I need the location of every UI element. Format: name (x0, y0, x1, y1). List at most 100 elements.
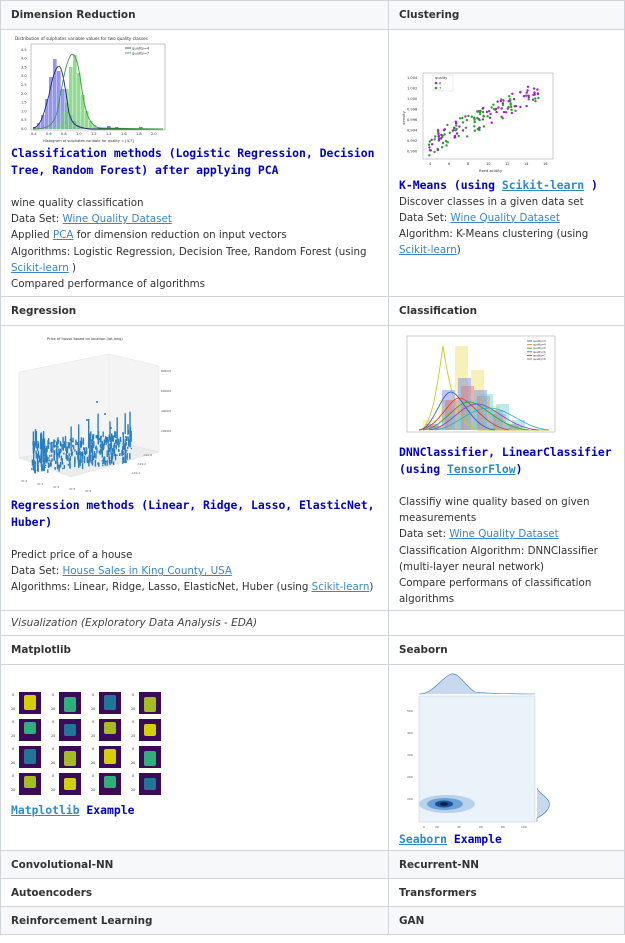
data-point (37, 464, 39, 472)
data-point (81, 451, 84, 459)
data-point (89, 439, 92, 441)
data-point (83, 447, 86, 455)
data-point (44, 449, 47, 457)
scatter-point (492, 103, 495, 106)
image-shape (104, 748, 116, 764)
x-tick-label: 10 (486, 162, 491, 166)
matplotlib-link[interactable]: Matplotlib (11, 802, 80, 817)
house-price-3d-chart: Price of house based on location (lat,lo… (18, 337, 171, 493)
data-point (34, 468, 36, 474)
scatter-point (507, 105, 510, 109)
data-point (41, 443, 43, 446)
tensorflow-link[interactable]: TensorFlow (447, 461, 516, 476)
axis-tick: 20 (131, 734, 135, 738)
data-point (130, 447, 133, 450)
header-clustering: Clustering (388, 0, 625, 30)
scatter-point (536, 92, 540, 96)
image-shape (144, 777, 156, 790)
data-point (70, 452, 72, 456)
scikit-learn-link[interactable]: Scikit-learn (311, 581, 370, 594)
data-point (56, 459, 58, 464)
header-seaborn: Seaborn (388, 634, 625, 665)
scatter-point (431, 143, 434, 146)
scikit-learn-link[interactable]: Scikit-learn (501, 178, 585, 192)
x-tick-label: 4 (429, 162, 432, 166)
data-point (36, 446, 39, 451)
scatter-point (459, 117, 462, 120)
data-point (35, 431, 37, 447)
pca-link[interactable]: PCA (52, 229, 74, 242)
scatter-point (482, 115, 485, 118)
data-point (50, 460, 52, 467)
scatter-point (507, 100, 510, 103)
scatter-point (509, 103, 512, 106)
data-point (106, 450, 108, 457)
data-point (78, 424, 80, 449)
svg-text:47.5: 47.5 (69, 487, 75, 491)
scatter-point (504, 111, 508, 114)
scatter-point (461, 129, 465, 132)
hist-bar-q4 (49, 77, 53, 129)
scikit-learn-link[interactable]: Scikit-learn (11, 261, 69, 274)
data-point (41, 438, 43, 445)
header-recurrent-nn: Recurrent-NN (388, 850, 625, 880)
data-point (81, 456, 83, 463)
scatter-point (429, 149, 432, 152)
scatter-point (453, 136, 456, 139)
cell-kmeans: quality 6 7 1.004 1.002 1.000 0.998 0.996 0.9… (388, 29, 625, 297)
axis-tick: 20 (11, 734, 15, 738)
data-point (127, 446, 129, 449)
image-shape (144, 696, 156, 712)
scatter-point (526, 85, 530, 88)
data-point (124, 439, 126, 463)
wine-quality-dataset-link[interactable]: Wine Quality Dataset (450, 211, 560, 224)
scatter-point (485, 110, 489, 114)
image-shape (144, 750, 156, 766)
axis-tick: 0 (132, 720, 134, 724)
data-point (46, 457, 49, 462)
axis-tick: 0 (92, 693, 94, 697)
dist-bar (503, 422, 516, 430)
data-point (48, 457, 50, 459)
scikit-learn-link[interactable]: Scikit-learn (399, 244, 457, 257)
house-sales-dataset-link[interactable]: House Sales in King County, USA (62, 565, 232, 578)
scatter-point (478, 112, 482, 116)
data-point (72, 437, 74, 443)
data-point (65, 453, 67, 459)
x-tick-label: 1.6 (121, 132, 127, 136)
data-point (91, 439, 93, 445)
hist-bar-q4 (33, 127, 37, 129)
axis-tick: 0 (132, 747, 134, 751)
data-point (95, 453, 97, 459)
data-point (109, 443, 111, 447)
svg-text:40: 40 (457, 825, 461, 829)
kmeans-description: Discover classes in a given data set (399, 195, 584, 208)
seaborn-link[interactable]: Seaborn (399, 831, 448, 846)
header-gan: GAN (388, 906, 625, 936)
kmeans-title: K-Means (using Scikit-learn ) (399, 178, 598, 192)
data-point (59, 448, 62, 454)
data-point (130, 431, 132, 442)
kmeans-algorithm: Algorithm: K-Means clustering (using Sci… (399, 227, 589, 257)
data-point (100, 435, 102, 443)
data-point (36, 453, 38, 460)
axis-tick: 20 (11, 761, 15, 765)
image-shape (24, 721, 36, 734)
data-point (111, 453, 113, 457)
header-row-cnn-rnn: Convolutional-NN Recurrent-NN (0, 850, 625, 880)
svg-text:60: 60 (479, 825, 483, 829)
data-point (129, 453, 131, 460)
hist-bar-q4 (139, 127, 143, 129)
header-row-dimension-clustering: Dimension Reduction Clustering (0, 0, 625, 30)
header-row-regression-classification: Regression Classification (0, 296, 625, 326)
header-regression: Regression (0, 296, 389, 326)
wine-quality-dataset-link[interactable]: Wine Quality Dataset (449, 528, 559, 541)
hist-bar-q4 (53, 59, 57, 129)
image-shape (24, 775, 36, 788)
scatter-point (514, 109, 517, 112)
data-point (72, 444, 74, 447)
data-point (124, 455, 127, 459)
data-point (102, 464, 104, 467)
wine-quality-dataset-link[interactable]: Wine Quality Dataset (62, 213, 172, 226)
data-point (129, 436, 131, 448)
